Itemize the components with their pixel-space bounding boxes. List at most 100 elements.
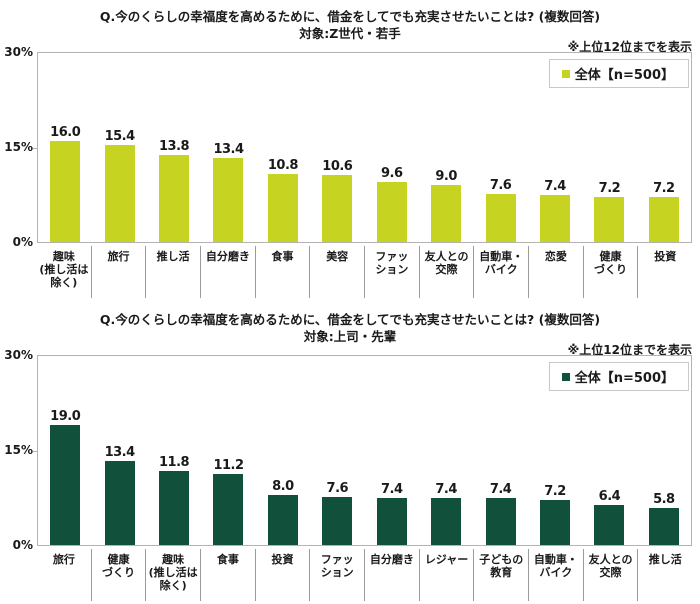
bar-value-label: 13.8 — [159, 139, 190, 155]
category-label: 食事 — [254, 246, 310, 298]
bar-slot: 9.0 — [419, 53, 473, 242]
bar — [431, 185, 462, 242]
category-label: 自動車・ バイク — [528, 549, 583, 601]
bar — [104, 460, 135, 545]
bar-slot: 16.0 — [38, 53, 92, 242]
bar-slot: 7.2 — [528, 356, 582, 545]
bar — [376, 181, 407, 242]
bar-value-label: 11.8 — [159, 454, 190, 470]
bar-slot: 13.4 — [201, 53, 255, 242]
category-label: 旅行 — [52, 553, 75, 566]
category-label: 美容 — [309, 246, 364, 298]
bar-slot: 13.4 — [92, 356, 146, 545]
bar-slot: 10.8 — [256, 53, 310, 242]
category-label: 自動車・ バイク — [473, 246, 528, 298]
bar-value-label: 8.0 — [272, 478, 294, 494]
bar — [322, 175, 353, 242]
bar-slot: 7.4 — [419, 356, 473, 545]
category-label: 健康 づくり — [582, 246, 638, 298]
bar-value-label: 6.4 — [598, 488, 621, 504]
bar-value-label: 7.4 — [489, 482, 512, 498]
bar — [50, 425, 81, 545]
chart-senior-colleagues: Q.今のくらしの幸福度を高めるために、借金をしてでも充実させたいことは? (複数… — [0, 303, 700, 604]
y-axis-tick — [33, 147, 38, 149]
bar — [213, 157, 244, 242]
bar-slot: 7.4 — [365, 356, 419, 545]
bar — [376, 498, 407, 545]
legend-swatch — [561, 372, 570, 381]
bar-value-label: 15.4 — [104, 128, 136, 144]
bar — [159, 470, 190, 545]
top12-note: ※上位12位までを表示 — [567, 40, 692, 54]
bar — [104, 144, 135, 242]
bar — [431, 498, 462, 545]
bar-value-label: 9.0 — [435, 169, 457, 185]
chart-subtitle: 対象:Z世代・若手 — [299, 26, 401, 41]
legend: 全体【n=500】 — [548, 59, 689, 88]
category-label: 恋愛 — [528, 246, 583, 298]
bar — [322, 497, 353, 545]
bar-slot: 10.6 — [310, 53, 364, 242]
bar — [648, 508, 679, 545]
category-label: レジャー — [418, 549, 474, 601]
y-axis-tick-label: 30% — [4, 348, 33, 362]
bar-slot: 19.0 — [38, 356, 92, 545]
category-label: 自分磨き — [200, 246, 255, 298]
bar — [648, 196, 679, 242]
chart-subtitle: 対象:上司・先輩 — [303, 329, 397, 344]
category-label: 食事 — [200, 549, 255, 601]
bar-slot: 9.6 — [365, 53, 419, 242]
bar-value-label: 9.6 — [380, 165, 403, 181]
category-label: 旅行 — [90, 246, 146, 298]
bar-slot: 7.2 — [582, 53, 636, 242]
bar — [50, 141, 81, 242]
bar-series: 19.0 13.4 11.8 11.2 8.0 7.6 7.4 7.4 7.4 7.2 6.4 5.8 — [38, 356, 691, 545]
y-axis-tick-label: 30% — [4, 45, 33, 59]
bar-value-label: 16.0 — [50, 125, 81, 141]
y-axis-tick-label: 0% — [12, 235, 33, 249]
bar-slot: 8.0 — [256, 356, 310, 545]
x-axis-category-labels: 趣味 (推し活は 除く) 旅行 推し活 自分磨き 食事 美容 ファッ ション 友人との 交際 自動車・バ… — [37, 246, 692, 298]
bar-slot: 11.8 — [147, 356, 201, 545]
bar-value-label: 7.2 — [544, 483, 566, 499]
y-axis-tick — [33, 450, 38, 452]
bar — [594, 196, 625, 242]
bar-value-label: 7.6 — [326, 481, 349, 497]
bar — [594, 504, 625, 545]
legend-label: 全体【n=500】 — [574, 68, 674, 83]
bar-value-label: 10.6 — [322, 159, 353, 175]
x-axis-category-labels: 旅行 健康 づくり 趣味 (推し活は 除く) 食事 投資 ファッ ション 自分磨き レジャー 子どもの教… — [37, 549, 692, 601]
bar-value-label: 11.2 — [213, 458, 244, 474]
bar-slot: 13.8 — [147, 53, 201, 242]
bar — [485, 194, 516, 242]
chart-z-generation: Q.今のくらしの幸福度を高めるために、借金をしてでも充実させたいことは? (複数… — [0, 0, 700, 301]
category-label: 健康 づくり — [90, 549, 146, 601]
category-label: 子どもの 教育 — [473, 549, 528, 601]
top12-note: ※上位12位までを表示 — [567, 343, 692, 357]
category-label: ファッ ション — [309, 549, 364, 601]
chart-title: Q.今のくらしの幸福度を高めるために、借金をしてでも充実させたいことは? (複数… — [99, 9, 601, 24]
bar — [267, 173, 298, 242]
bar-value-label: 13.4 — [213, 141, 244, 157]
bar-value-label: 10.8 — [267, 157, 299, 173]
y-axis-tick-label: 15% — [4, 140, 33, 154]
bar-value-label: 5.8 — [653, 492, 675, 508]
bar-slot: 11.2 — [201, 356, 255, 545]
category-label: 推し活 — [145, 246, 200, 298]
bar-slot: 15.4 — [92, 53, 146, 242]
bar-value-label: 7.4 — [544, 179, 566, 195]
category-label: 趣味 (推し活は 除く) — [39, 250, 89, 289]
category-label: 推し活 — [637, 549, 692, 601]
bar-slot: 7.4 — [473, 356, 527, 545]
y-axis-tick-label: 15% — [4, 443, 33, 457]
legend: 全体【n=500】 — [548, 362, 689, 391]
plot-area: 16.0 15.4 13.8 13.4 10.8 10.6 9.6 9.0 7.6 7.4 7.2 7… — [33, 52, 692, 243]
bar — [159, 155, 190, 242]
category-label: 自分磨き — [364, 549, 419, 601]
category-label: 投資 — [254, 549, 310, 601]
bar-value-label: 7.2 — [598, 180, 621, 196]
plot-area: 19.0 13.4 11.8 11.2 8.0 7.6 7.4 7.4 7.4 7.2 6.4 5.8… — [33, 355, 692, 546]
bar-value-label: 7.4 — [380, 482, 403, 498]
bar-value-label: 7.4 — [435, 482, 457, 498]
chart-title: Q.今のくらしの幸福度を高めるために、借金をしてでも充実させたいことは? (複数… — [99, 312, 601, 327]
